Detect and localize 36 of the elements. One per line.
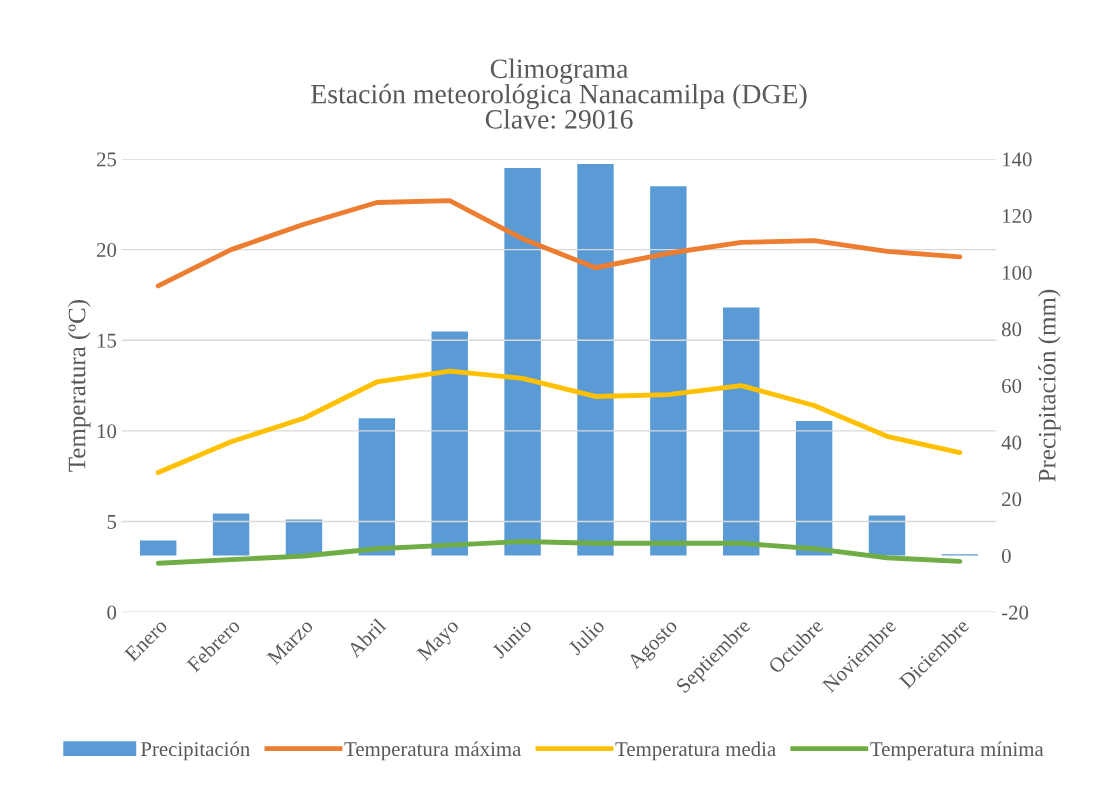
legend-label: Temperatura media [615,741,776,761]
bar [358,418,396,556]
bar [577,164,614,556]
y-tick-label: 10 [97,424,117,439]
y2-tick-label: 20 [1002,492,1022,507]
bar [650,186,687,556]
y2-axis-title: Precipitación (mm) [1037,289,1061,482]
y-axis-title: Temperatura (ºC) [67,300,91,472]
y2-tick-label: 120 [1002,209,1032,224]
y2-tick-label: 40 [1001,435,1022,450]
y2-tick-label: 80 [1001,322,1022,337]
line-series [155,368,963,476]
y-tick-label: 0 [107,605,117,620]
y2-tick-label: 0 [1001,548,1011,563]
chart-title: Climograma Estación meteorológica Nanacamilpa (DGE) Clave: 29016 [311,58,807,129]
y-tick-label: 5 [107,515,117,529]
bar [795,420,833,556]
bar [431,331,468,556]
y2-tick-label: 60 [1002,378,1022,394]
y-tick-label: 25 [96,152,117,167]
y-tick-label: 15 [97,333,117,348]
x-tick-label: Julio [567,617,606,656]
y2-tick-label: -20 [1001,605,1029,620]
legend-label: Precipitación [140,741,250,761]
bar [723,307,760,556]
bar [504,168,541,556]
line-series [155,539,963,566]
y-tick-label: 20 [96,243,117,258]
legend-label: Temperatura mínima [870,741,1044,761]
line-series [155,198,963,289]
y2-tick-label: 140 [1002,152,1032,167]
y2-tick-label: 100 [1002,265,1032,280]
legend-label: Temperatura máxima [344,741,522,761]
bar [868,515,906,556]
bar [212,513,250,556]
bar [139,540,177,556]
